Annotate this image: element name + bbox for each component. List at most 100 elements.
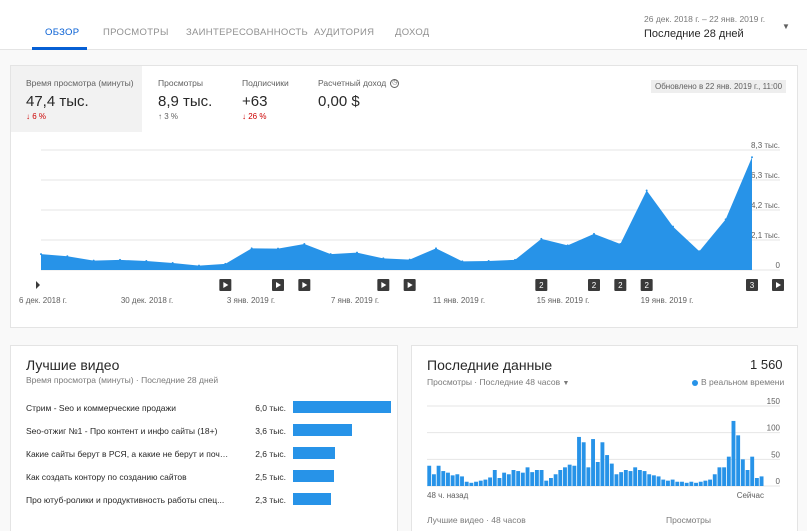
video-bar: [293, 470, 334, 482]
metric-value: 0,00 $: [318, 93, 360, 110]
bar: [754, 478, 759, 486]
bar: [698, 481, 703, 486]
metric-label: Подписчики: [242, 78, 289, 88]
video-title[interactable]: Как создать контору по созданию сайтов: [26, 472, 187, 482]
bar: [717, 467, 722, 486]
tab-revenue[interactable]: ДОХОД: [395, 27, 430, 38]
data-point: [382, 257, 385, 260]
metric-label-text: Расчетный доход: [318, 78, 387, 88]
active-tab-indicator: [32, 47, 87, 50]
video-title[interactable]: Стрим - Seo и коммерческие продажи: [26, 403, 176, 413]
caret-down-icon: ▼: [562, 380, 570, 387]
period-selector[interactable]: Последние 28 дней: [644, 28, 744, 40]
data-point: [566, 244, 569, 247]
bar: [553, 474, 558, 486]
chevron-down-icon[interactable]: ▼: [782, 22, 790, 31]
data-point: [119, 258, 121, 261]
bar: [591, 439, 595, 486]
data-point: [540, 237, 543, 240]
bar: [642, 471, 647, 486]
bar: [684, 482, 689, 486]
video-marker: [640, 279, 653, 291]
metric-value: +63: [242, 93, 268, 110]
video-marker: [614, 279, 627, 291]
y-tick-label: 100: [767, 424, 781, 433]
play-icon: [776, 282, 781, 288]
metric-value: 8,9 тыс.: [158, 93, 213, 110]
bar: [736, 435, 741, 486]
video-title[interactable]: Seo-отжиг №1 - Про контент и инфо сайты …: [26, 426, 218, 436]
data-point: [672, 225, 674, 228]
realtime-subtitle[interactable]: Просмотры · Последние 48 часов ▼: [427, 377, 569, 387]
realtime-subtitle-text: Просмотры · Последние 48 часов: [427, 377, 561, 387]
bar: [731, 420, 736, 486]
data-point: [198, 264, 200, 267]
x-tick-label: 3 янв. 2019 г.: [227, 296, 275, 305]
realtime-live-label: В реальном времени: [701, 377, 785, 387]
bar: [450, 475, 455, 486]
bar: [474, 481, 478, 486]
realtime-live: В реальном времени: [692, 377, 784, 387]
bar: [670, 479, 675, 486]
x-tick-label: 30 дек. 2018 г.: [121, 296, 173, 305]
bar: [488, 477, 493, 486]
updated-badge: Обновлено в 22 янв. 2019 г., 11:00: [651, 80, 787, 93]
video-marker: [588, 279, 600, 291]
bar: [572, 465, 577, 486]
tab-engagement[interactable]: ЗАИНТЕРЕСОВАННОСТЬ: [186, 27, 309, 38]
marker-label: 3: [750, 281, 755, 290]
metric-views[interactable]: Просмотры 8,9 тыс. ↑ 3 %: [142, 66, 232, 132]
area-series: [41, 157, 752, 270]
data-point: [698, 250, 701, 253]
play-icon: [276, 282, 281, 288]
video-title[interactable]: Про ютуб-ролики и продуктивность работы …: [26, 495, 225, 505]
marker-label: 2: [539, 281, 544, 290]
data-point: [619, 242, 622, 245]
data-point: [593, 232, 595, 235]
bar: [656, 476, 661, 486]
bar: [745, 470, 750, 486]
bar: [689, 481, 694, 486]
x-tick-label: 15 янв. 2019 г.: [537, 296, 590, 305]
tab-overview[interactable]: ОБЗОР: [45, 27, 80, 38]
metric-delta: ↓ 6 %: [26, 112, 47, 121]
bar: [740, 459, 745, 486]
bar: [637, 470, 642, 486]
x-tick-label: 19 янв. 2019 г.: [641, 296, 694, 305]
data-point: [224, 262, 227, 265]
x-tick-label: 6 дек. 2018 г.: [19, 296, 67, 305]
bar: [726, 456, 731, 486]
tab-views[interactable]: ПРОСМОТРЫ: [103, 27, 169, 38]
x-tick-label: 7 янв. 2019 г.: [331, 296, 379, 305]
bar: [441, 471, 446, 486]
bar: [492, 470, 497, 486]
bar: [455, 474, 460, 486]
data-point: [514, 258, 516, 261]
bar: [525, 467, 530, 486]
metric-watch-time[interactable]: Время просмотра (минуты) 47,4 тыс. ↓ 6 %: [11, 66, 142, 132]
bar: [530, 472, 535, 486]
video-title[interactable]: Какие сайты берут в РСЯ, а какие не беру…: [26, 449, 231, 459]
data-point: [92, 259, 95, 262]
bar: [431, 474, 436, 486]
metric-revenue[interactable]: Расчетный доход ◷ 0,00 $: [312, 66, 422, 132]
metric-subscribers[interactable]: Подписчики +63 ↓ 26 %: [232, 66, 312, 132]
bar: [666, 480, 670, 486]
y-tick-label: 0: [776, 261, 781, 270]
play-icon: [381, 282, 387, 288]
video-value: 6,0 тыс.: [255, 403, 286, 413]
y-tick-label: 6,3 тыс.: [751, 171, 780, 180]
video-bar: [293, 401, 391, 413]
bar: [516, 471, 521, 486]
tab-audience[interactable]: АУДИТОРИЯ: [314, 27, 375, 38]
bar: [647, 474, 652, 486]
bar: [464, 481, 469, 486]
bar: [614, 474, 619, 486]
video-value: 2,6 тыс.: [255, 449, 286, 459]
bar: [680, 481, 684, 486]
video-bar: [293, 447, 336, 459]
y-tick-label: 50: [771, 450, 780, 459]
top-videos-card: Лучшие видео Время просмотра (минуты) · …: [10, 345, 398, 531]
data-point: [277, 247, 279, 250]
bar: [708, 479, 713, 486]
